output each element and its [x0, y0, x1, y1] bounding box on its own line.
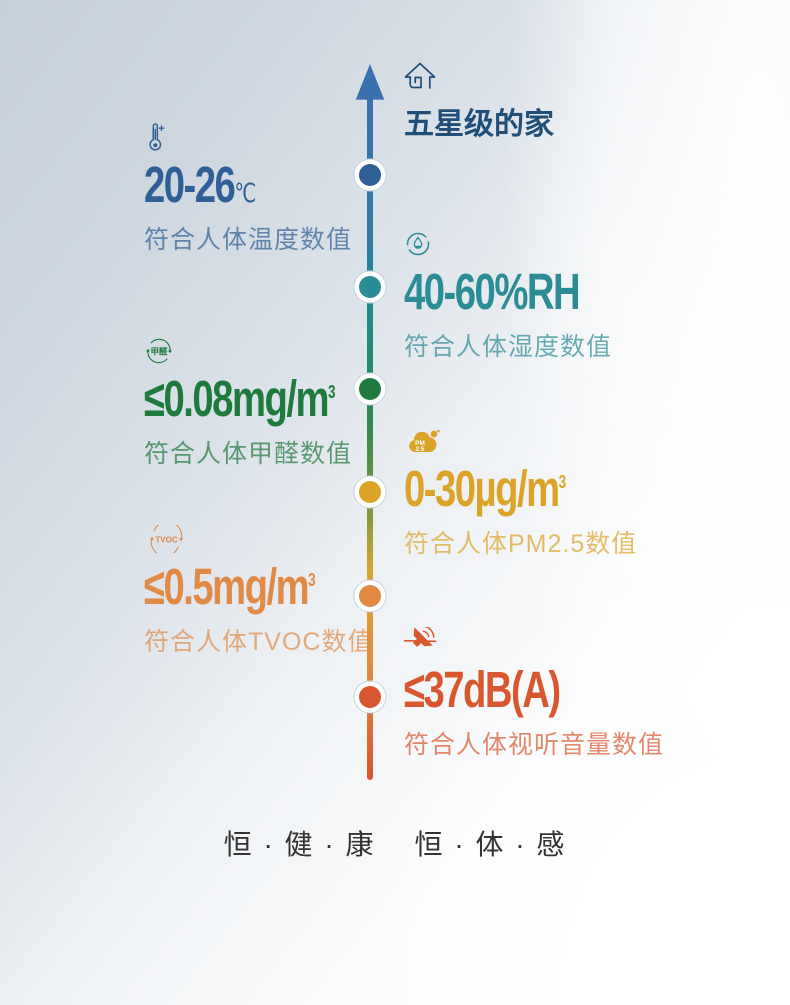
svg-text:2.5: 2.5 [415, 446, 424, 453]
svg-text:甲醛: 甲醛 [150, 347, 168, 357]
svg-text:TVOC: TVOC [155, 536, 177, 545]
